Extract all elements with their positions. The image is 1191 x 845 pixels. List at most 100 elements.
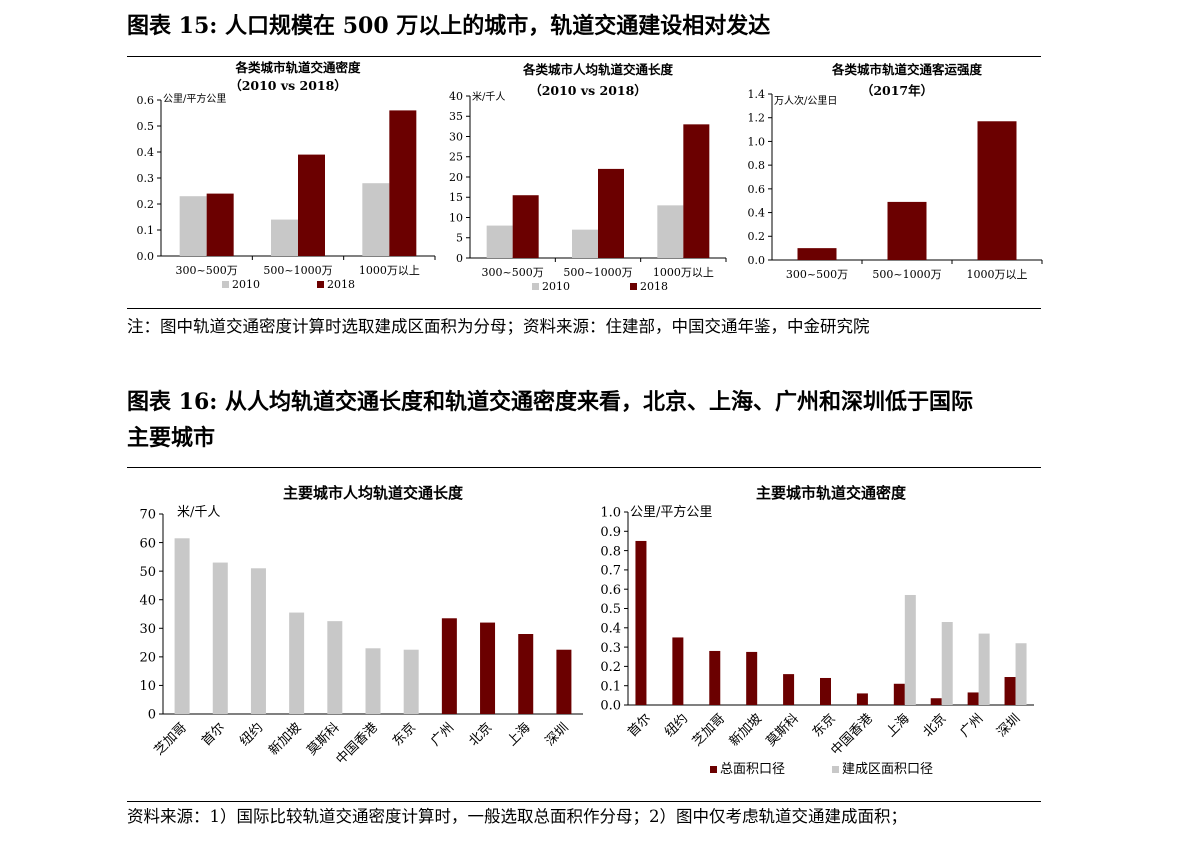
y-tick-label: 40: [139, 593, 156, 608]
x-tick-label: 新加坡: [266, 720, 305, 759]
legend-label: 2018: [327, 278, 355, 291]
x-tick-label: 中国香港: [333, 720, 380, 767]
bar: [978, 633, 990, 705]
bar: [389, 110, 417, 257]
bar: [887, 201, 927, 260]
y-tick-label: 0.2: [600, 660, 621, 675]
chart-title: 各类城市轨道交通密度: [234, 60, 361, 75]
y-tick-label: 1.0: [600, 506, 621, 521]
figure-16-note: 资料来源：1）国际比较轨道交通密度计算时，一般选取总面积作分母；2）图中仅考虑轨…: [127, 807, 907, 826]
x-tick-label: 莫斯科: [764, 711, 802, 749]
bar: [441, 618, 457, 714]
x-tick-label: 广州: [428, 720, 457, 749]
x-tick-label: 芝加哥: [151, 720, 190, 759]
chart-unit-label: 公里/平方公里: [163, 92, 226, 105]
figure-15-note: 注：图中轨道交通密度计算时选取建成区面积为分母；资料来源：住建部，中国交通年鉴，…: [127, 317, 870, 336]
y-tick-label: 0.4: [137, 146, 155, 159]
x-tick-label: 中国香港: [828, 711, 875, 758]
y-tick-label: 40: [449, 90, 463, 103]
bar: [1004, 677, 1016, 705]
legend-label: 2010: [542, 280, 570, 293]
y-tick-label: 0.3: [600, 641, 621, 656]
bar: [327, 621, 343, 714]
legend-swatch: [317, 281, 324, 288]
y-tick-label: 50: [139, 565, 156, 580]
chart-rail-density-2010-2018: 各类城市轨道交通密度 （2010 vs 2018） 公里/平方公里 0.0 0.1 0.2…: [127, 58, 447, 312]
bar: [941, 622, 953, 705]
y-tick-label: 0: [456, 252, 463, 265]
chart-title: 主要城市轨道交通密度: [756, 484, 907, 502]
bar: [1015, 643, 1027, 705]
y-tick-label: 0.0: [137, 250, 155, 263]
chart-rail-passenger-intensity-2017: 各类城市轨道交通客运强度 （2017年） 万人次/公里日 0.0 0.2 0.4 0.6 0.…: [742, 58, 1052, 312]
legend-swatch: [710, 766, 717, 773]
chart-title: 主要城市人均轨道交通长度: [283, 484, 464, 502]
y-tick-label: 35: [449, 110, 463, 123]
x-tick-label: 300~500万: [786, 268, 848, 281]
x-tick-label: 深圳: [994, 711, 1023, 740]
figure-15-bottom-rule: [127, 308, 1041, 309]
x-tick-label: 纽约: [662, 711, 691, 740]
legend-label: 总面积口径: [720, 762, 785, 777]
bar: [250, 568, 266, 714]
x-tick-label: 300~500万: [482, 266, 544, 279]
x-tick-label: 北京: [466, 720, 495, 749]
chart-unit-label: 米/千人: [472, 90, 505, 103]
bar: [977, 121, 1017, 260]
y-tick-label: 70: [139, 508, 156, 523]
bar: [518, 634, 534, 714]
x-tick-label: 东京: [390, 720, 419, 749]
bar: [783, 674, 795, 705]
y-tick-label: 0.1: [600, 679, 621, 694]
legend-label: 2010: [232, 278, 260, 291]
chart-title: 各类城市轨道交通客运强度: [831, 62, 983, 77]
bar: [904, 594, 916, 705]
bar: [486, 225, 513, 258]
chart-unit-label: 公里/平方公里: [630, 504, 712, 520]
x-tick-label: 500~1000万: [563, 266, 632, 279]
chart-subtitle: （2017年）: [861, 83, 933, 98]
bar: [856, 693, 868, 705]
x-tick-label: 新加坡: [726, 711, 765, 750]
figure-16-title-line2: 主要城市: [127, 425, 216, 451]
bar: [635, 540, 647, 705]
y-tick-label: 30: [139, 622, 156, 637]
bar: [365, 648, 381, 714]
bar: [683, 124, 710, 258]
y-tick-label: 1.0: [748, 135, 766, 148]
x-tick-label: 首尔: [625, 711, 654, 740]
y-tick-label: 0.9: [600, 525, 621, 540]
y-tick-label: 30: [449, 130, 463, 143]
chart-title: 各类城市人均轨道交通长度: [522, 62, 674, 77]
figure-15-top-rule: [127, 56, 1041, 57]
chart-major-city-length-per-capita: 主要城市人均轨道交通长度 米/千人 0 10 20 30 40 50 60 70 芝加哥 首尔 纽约 新加…: [127, 480, 590, 804]
y-tick-label: 1.4: [748, 88, 766, 101]
x-tick-label: 1000万以上: [359, 264, 420, 277]
y-tick-label: 1.2: [748, 112, 766, 125]
legend-swatch: [630, 283, 637, 290]
bar: [572, 229, 598, 258]
y-tick-label: 0.4: [748, 207, 766, 220]
chart-subtitle: （2010 vs 2018）: [229, 78, 347, 93]
x-tick-label: 纽约: [237, 720, 266, 749]
y-tick-label: 0: [148, 708, 156, 723]
figure-16-title-line1: 图表 16: 从人均轨道交通长度和轨道交通密度来看，北京、上海、广州和深圳低于国…: [127, 389, 974, 415]
y-tick-label: 10: [449, 211, 463, 224]
y-tick-label: 0.5: [600, 602, 621, 617]
bar: [174, 538, 190, 714]
x-tick-label: 500~1000万: [263, 264, 332, 277]
y-tick-label: 0.6: [600, 583, 621, 598]
y-tick-label: 0.5: [137, 120, 155, 133]
bar: [512, 195, 539, 258]
legend-label: 建成区面积口径: [842, 762, 933, 777]
chart-subtitle: （2010 vs 2018）: [529, 83, 647, 98]
x-tick-label: 1000万以上: [967, 268, 1028, 281]
chart-rail-length-per-capita-2010-2018: 各类城市人均轨道交通长度 （2010 vs 2018） 米/千人 0 5 10 15 20 25…: [440, 58, 740, 312]
y-tick-label: 0.6: [137, 94, 155, 107]
bar: [289, 612, 305, 714]
legend-swatch: [222, 281, 229, 288]
chart-unit-label: 万人次/公里日: [774, 94, 837, 107]
x-tick-label: 300~500万: [176, 264, 238, 277]
bar: [598, 168, 624, 258]
y-tick-label: 15: [449, 191, 463, 204]
